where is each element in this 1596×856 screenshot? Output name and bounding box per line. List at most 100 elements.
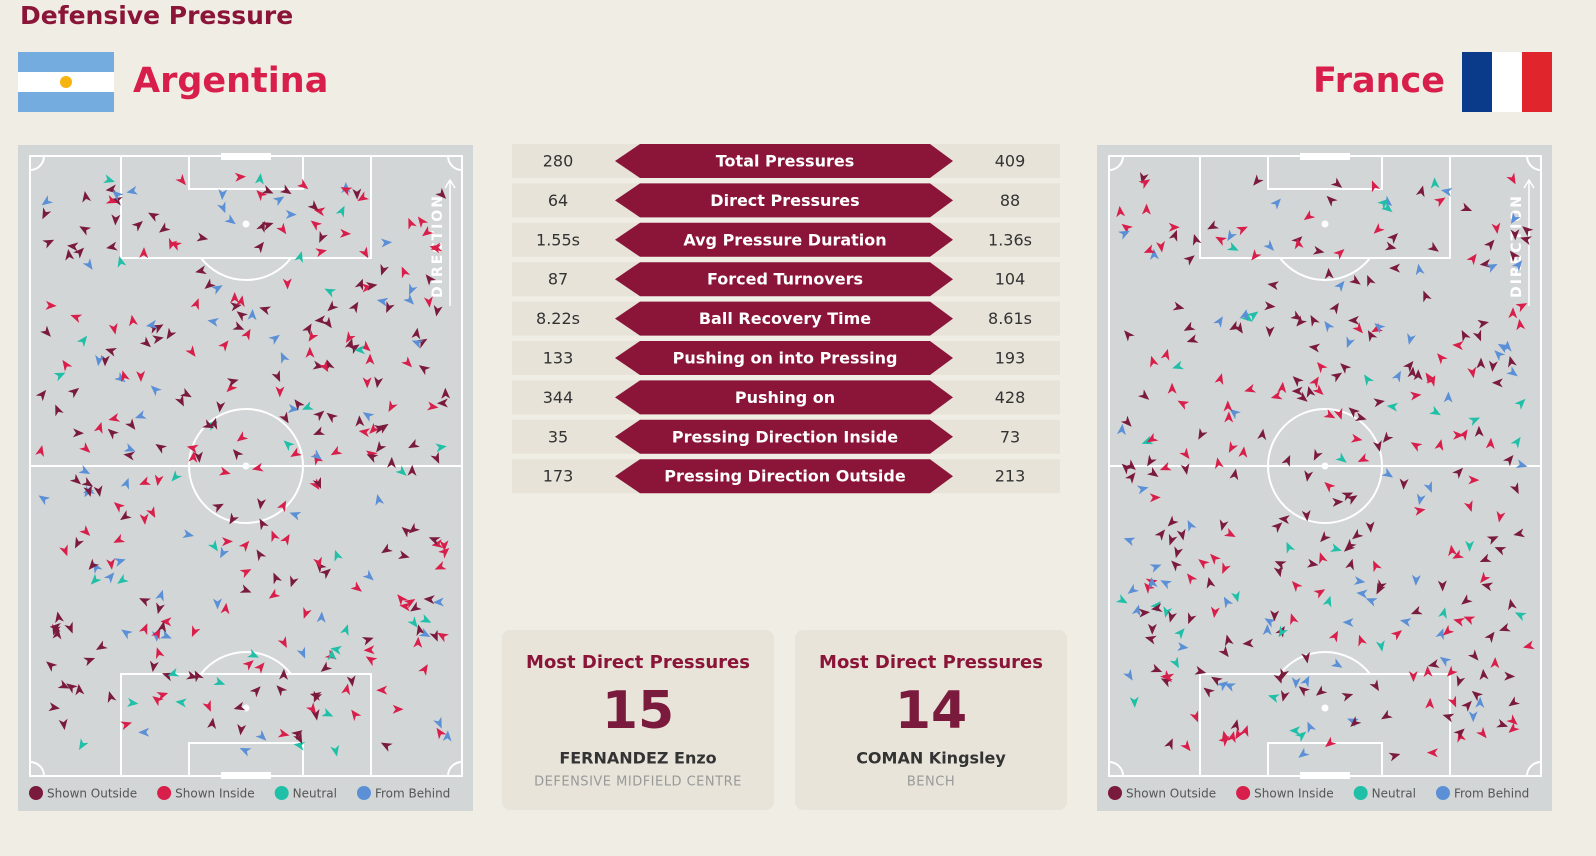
pressure-arrow (155, 444, 168, 454)
pressure-arrow (247, 309, 257, 321)
pressure-arrow (1515, 303, 1528, 313)
pressure-arrow (67, 242, 79, 252)
pressure-arrow (252, 462, 264, 472)
pressure-arrow (1315, 685, 1328, 696)
pressure-arrow (1423, 480, 1432, 493)
pressure-arrow (423, 595, 435, 605)
pressure-arrow (256, 190, 268, 202)
pressure-arrow (79, 738, 89, 750)
corner-arc (1108, 761, 1124, 777)
pressure-arrow (1513, 528, 1525, 538)
pressure-arrow (1211, 676, 1223, 687)
pressure-arrow (232, 449, 244, 461)
pressure-arrow (1121, 463, 1133, 475)
pressure-arrow (1496, 718, 1509, 728)
pressure-arrow (48, 702, 61, 712)
card-value: 15 (602, 681, 674, 741)
pressure-arrow (131, 220, 143, 232)
pressure-arrow (435, 443, 447, 453)
pressure-arrow (1461, 330, 1471, 342)
pressure-arrow (1296, 315, 1307, 327)
pressure-arrow (55, 611, 64, 624)
pressure-arrow (239, 747, 252, 757)
pressure-arrow (1235, 226, 1248, 236)
pressure-arrow (1187, 573, 1198, 585)
pressure-arrow (145, 319, 158, 329)
pressure-arrow (221, 537, 233, 547)
pressure-arrow (1210, 553, 1221, 565)
stat-row: Total Pressures 280 409 (512, 144, 1060, 178)
pressure-arrow (1198, 559, 1210, 570)
card-title: Most Direct Pressures (526, 652, 750, 673)
pressure-arrow (1377, 198, 1389, 210)
pressure-arrow (380, 263, 389, 276)
pressure-arrow (1509, 250, 1521, 263)
pressure-arrow (1115, 594, 1128, 604)
pressure-arrow (392, 704, 404, 714)
pressure-arrow (93, 485, 103, 497)
pressure-arrow (1150, 355, 1159, 368)
pressure-arrow (321, 316, 332, 329)
pressure-arrow (218, 188, 228, 201)
pressure-arrow (285, 209, 297, 219)
pressure-arrow (1483, 239, 1495, 251)
pressure-arrow (1257, 428, 1267, 441)
pressure-arrow (207, 539, 218, 552)
legend: Shown Outside Shown Inside Neutral From Beh… (29, 786, 450, 801)
pressure-arrow (53, 372, 66, 382)
penalty-arc (200, 651, 292, 675)
pressure-arrow (1389, 263, 1401, 273)
pressure-arrow (1242, 638, 1254, 648)
pressure-arrow (1290, 310, 1302, 321)
pressure-arrow (1448, 544, 1458, 557)
pressure-arrow (1273, 565, 1283, 578)
pressure-arrow (1127, 583, 1140, 594)
pressure-arrow (217, 201, 226, 214)
pressure-arrow (150, 385, 162, 397)
pressure-arrow (1301, 651, 1311, 664)
pressure-arrow (88, 558, 100, 570)
pressure-arrow (433, 716, 442, 729)
pressure-arrows (1115, 171, 1535, 762)
pressure-arrow (196, 232, 209, 242)
pressure-arrow (1223, 596, 1234, 609)
pressure-arrow (1367, 330, 1378, 342)
pressure-arrow (386, 301, 395, 313)
stat-ribbon (615, 144, 953, 178)
pressure-arrow (1229, 320, 1242, 331)
pressure-arrow (1374, 323, 1386, 334)
pressure-arrow (374, 425, 386, 434)
pressure-arrow (74, 536, 84, 549)
pressure-arrow (1348, 315, 1360, 325)
pressure-arrow (348, 301, 359, 314)
pressure-arrow (175, 173, 186, 186)
pressure-arrow (1174, 546, 1184, 559)
pressure-arrow (1177, 642, 1189, 652)
pressure-arrow (138, 623, 148, 636)
pressure-arrow (1304, 470, 1314, 482)
pressure-arrow (1494, 547, 1507, 556)
pressure-arrow (155, 589, 164, 602)
pressure-arrow (354, 278, 364, 291)
pressure-arrow (319, 568, 331, 580)
pressure-arrow (1387, 233, 1399, 245)
pressure-arrow (1425, 697, 1435, 709)
pressure-arrow (117, 256, 127, 268)
pressure-arrow (35, 389, 47, 402)
pressure-arrow (1468, 417, 1481, 427)
pressure-arrow (1506, 366, 1518, 377)
pressure-arrow (253, 241, 264, 254)
legend-swatch (1236, 786, 1251, 800)
pressure-arrow (294, 251, 303, 263)
pressure-arrow (166, 327, 177, 340)
pressure-arrow (1214, 457, 1224, 470)
pressure-arrow (407, 464, 417, 476)
pressure-arrow (435, 187, 447, 199)
pressure-arrow (1522, 640, 1535, 650)
pressure-arrow (1238, 446, 1248, 458)
pressure-arrow (1306, 558, 1319, 568)
pressure-arrow (1491, 378, 1503, 388)
pressure-arrow (1435, 628, 1444, 641)
pressure-arrow (1490, 657, 1500, 669)
pressure-arrow (1291, 580, 1303, 593)
